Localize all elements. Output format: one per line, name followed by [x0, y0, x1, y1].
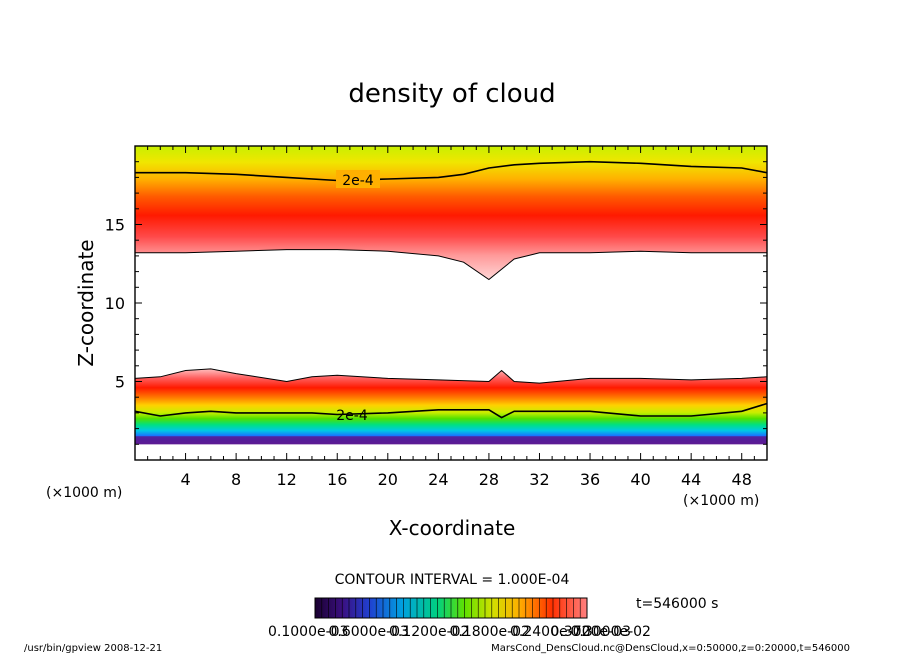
- x-tick-label: 24: [428, 470, 448, 489]
- x-tick-label: 48: [732, 470, 752, 489]
- contour-label-lower: 2e-4: [336, 408, 368, 424]
- contour-label-upper: 2e-4: [342, 173, 374, 189]
- y-axis: 5 10 15: [105, 145, 767, 461]
- x-tick-label: 12: [277, 470, 297, 489]
- y-tick-label: 5: [115, 373, 125, 392]
- y-tick-label: 10: [105, 294, 125, 313]
- contour-line-upper: [135, 160, 767, 182]
- x-tick-label: 4: [180, 470, 190, 489]
- x-tick-label: 40: [630, 470, 650, 489]
- x-tick-label: 8: [231, 470, 241, 489]
- chart-title: density of cloud: [348, 79, 555, 109]
- x-tick-label: 16: [327, 470, 347, 489]
- footer-right: MarsCond_DensCloud.nc@DensCloud,x=0:5000…: [491, 643, 850, 654]
- x-tick-label: 32: [529, 470, 549, 489]
- x-tick-label: 20: [378, 470, 398, 489]
- contour-interval: CONTOUR INTERVAL = 1.000E-04: [335, 572, 570, 588]
- time-label: t=546000 s: [636, 596, 718, 612]
- x-axis-label: X-coordinate: [389, 516, 516, 540]
- colorbar-tick-label: 0.1000e-03: [268, 624, 348, 640]
- upper-layer-edge: [135, 249, 767, 281]
- y-axis-label: Z-coordinate: [74, 239, 98, 366]
- x-axis-unit: (×1000 m): [683, 493, 759, 509]
- x-tick-label: 44: [681, 470, 701, 489]
- x-tick-label: 28: [479, 470, 499, 489]
- colorbar-labels: 0.1000e-030.6000e-030.1200e-020.1800e-02…: [268, 624, 651, 640]
- lower-cloud-layer: [135, 368, 767, 445]
- upper-cloud-layer: [135, 146, 767, 280]
- lower-cloud-base: [135, 436, 767, 445]
- y-tick-label: 15: [105, 216, 125, 235]
- colorbar-tick-label: 0.6000e-03: [329, 624, 409, 640]
- contour-line-lower: [135, 402, 767, 419]
- x-tick-label: 36: [580, 470, 600, 489]
- colorbar-tick-label: 0.2400e-02: [510, 624, 590, 640]
- colorbar-tick-label: 0.3700e-03: [551, 624, 631, 640]
- x-axis: 4 8 12 16 20 24 28 32 36 40 44 48: [134, 146, 768, 489]
- colorbar-tick-label: 0.1200e-02: [389, 624, 469, 640]
- lower-layer-edge: [135, 368, 767, 384]
- contour-label-bg: [336, 170, 380, 188]
- colorbar-tick-label: 0.1800e-02: [450, 624, 530, 640]
- plot-area: [135, 146, 767, 460]
- footer-left: /usr/bin/gpview 2008-12-21: [24, 643, 162, 654]
- colorbar: [314, 597, 588, 619]
- y-axis-unit: (×1000 m): [46, 485, 122, 501]
- colorbar-tick-label: 0.3000e-02: [571, 624, 651, 640]
